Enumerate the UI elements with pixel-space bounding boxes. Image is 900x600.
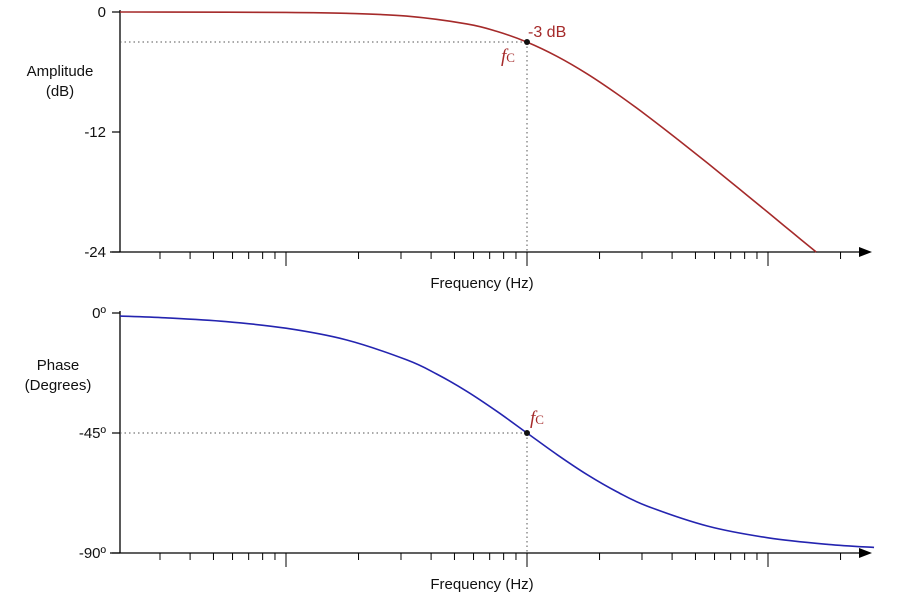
phase-xlabel: Frequency (Hz) xyxy=(430,576,533,593)
y-tick-label: -12 xyxy=(84,124,106,141)
phase-curve xyxy=(119,315,875,549)
cutoff-point xyxy=(524,39,530,45)
amplitude-panel: Amplitude (dB) Frequency (Hz) -3 dB fC 0… xyxy=(27,4,872,292)
y-tick-label: -90º xyxy=(79,545,107,562)
phase-ylabel-line1: Phase xyxy=(37,357,80,374)
fc-label-amplitude: fC xyxy=(501,46,515,67)
y-tick-label: 0 xyxy=(98,4,106,21)
y-tick-label: -24 xyxy=(84,244,106,261)
x-axis-arrow-icon xyxy=(859,247,872,257)
cutoff-db-label: -3 dB xyxy=(528,24,566,41)
phase-panel: Phase (Degrees) Frequency (Hz) fC 0º -45º… xyxy=(25,305,875,593)
amplitude-ylabel-line1: Amplitude xyxy=(27,63,94,80)
amplitude-curve xyxy=(119,11,817,253)
y-tick-label: -45º xyxy=(79,425,107,442)
amplitude-xlabel: Frequency (Hz) xyxy=(430,275,533,292)
x-axis-arrow-icon xyxy=(859,548,872,558)
amplitude-ylabel-line2: (dB) xyxy=(46,83,74,100)
cutoff-point xyxy=(524,430,530,436)
y-tick-label: 0º xyxy=(92,305,106,322)
phase-ylabel-line2: (Degrees) xyxy=(25,377,92,394)
fc-label-phase: fC xyxy=(530,408,544,429)
